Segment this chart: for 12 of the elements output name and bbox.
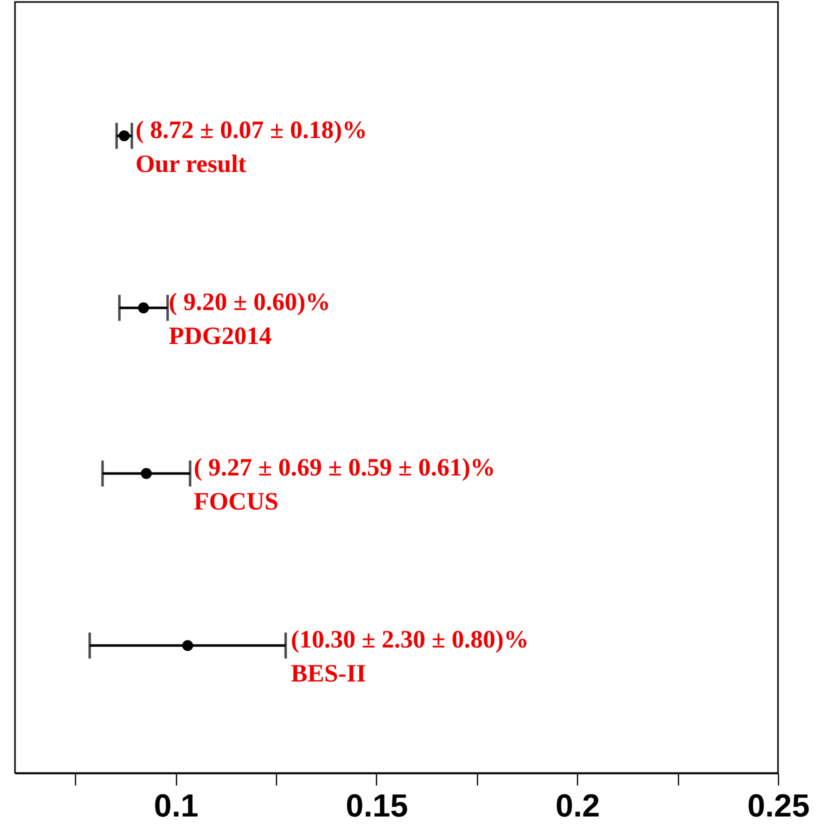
point: [138, 302, 149, 314]
x-tick-label: 0.2: [555, 788, 600, 824]
annotation: ( 9.27 ± 0.69 ± 0.59 ± 0.61)% FOCUS: [194, 454, 496, 516]
annotation: ( 8.72 ± 0.07 ± 0.18)% Our result: [135, 116, 368, 178]
point: [182, 640, 194, 652]
point: [118, 130, 130, 142]
x-tick-label: 0.15: [346, 788, 408, 824]
annotation: (10.30 ± 2.30 ± 0.80)% BES-II: [290, 626, 529, 688]
point: [140, 468, 152, 479]
annotation: ( 9.20 ± 0.60)% PDG2014: [168, 288, 330, 350]
x-tick-label: 0.25: [747, 788, 810, 824]
x-tick-label: 0.1: [154, 788, 198, 824]
